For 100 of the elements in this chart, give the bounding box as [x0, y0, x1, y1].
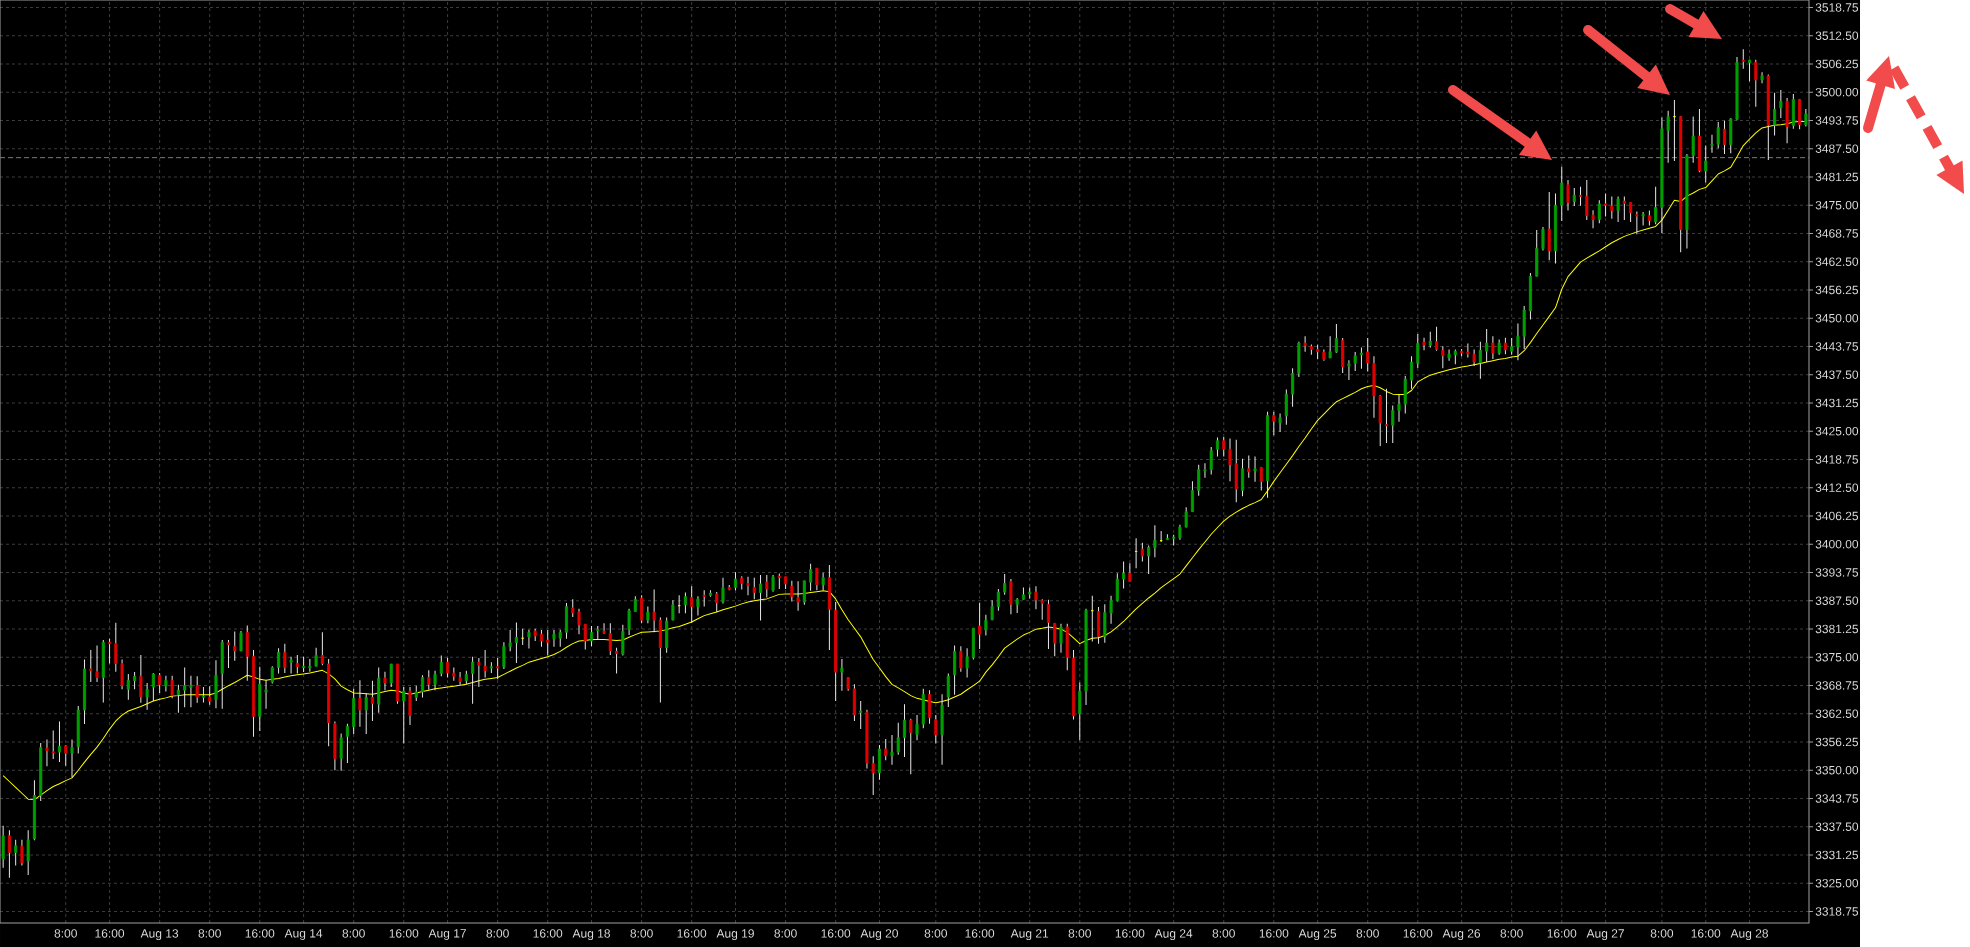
- candlestick: [502, 641, 506, 670]
- candlestick: [652, 588, 656, 633]
- candlestick: [1059, 623, 1063, 654]
- candlestick: [1209, 446, 1213, 476]
- candlestick: [1635, 211, 1639, 235]
- x-tick-label: 8:00: [630, 929, 653, 938]
- candlestick: [759, 574, 763, 622]
- candlestick: [383, 671, 387, 691]
- candlestick: [339, 733, 343, 772]
- x-tick-label: Aug 25: [1298, 929, 1337, 941]
- candlestick: [1272, 411, 1276, 436]
- candlestick: [765, 574, 769, 599]
- candlestick: [1034, 585, 1038, 610]
- candlestick: [126, 673, 130, 701]
- candlestick: [1716, 121, 1720, 149]
- x-tick-label: 16:00: [677, 929, 707, 938]
- candlestick: [746, 576, 750, 596]
- candlestick: [871, 755, 875, 796]
- y-tick-label: 3468.75: [1815, 229, 1859, 238]
- candlestick: [1741, 48, 1745, 70]
- y-tick-label: 3318.75: [1815, 907, 1859, 916]
- candlestick: [608, 622, 612, 656]
- candlestick: [208, 685, 212, 706]
- candlestick: [552, 629, 556, 648]
- x-tick-label: 16:00: [389, 929, 419, 938]
- candlestick: [915, 714, 919, 741]
- candlestick: [1115, 572, 1119, 603]
- candlestick: [815, 567, 819, 591]
- candlestick: [1710, 134, 1714, 154]
- y-tick-label: 3481.25: [1815, 172, 1859, 182]
- x-tick-label: 16:00: [533, 929, 563, 938]
- candlestick: [627, 608, 631, 636]
- x-tick-label: 8:00: [1068, 929, 1091, 938]
- candlestick: [264, 679, 268, 710]
- candlestick: [1140, 542, 1144, 562]
- x-tick-label: 16:00: [1115, 929, 1145, 938]
- candlestick: [1397, 394, 1401, 423]
- y-tick-label: 3475.00: [1815, 200, 1859, 210]
- x-tick-label: 16:00: [1547, 929, 1577, 938]
- candlestick: [1629, 201, 1633, 223]
- candlestick: [195, 675, 199, 704]
- candlestick: [345, 723, 349, 764]
- y-tick-label: 3362.50: [1815, 709, 1859, 718]
- candlestick: [1253, 456, 1257, 483]
- candlestick: [158, 672, 162, 694]
- y-tick-label: 3337.50: [1815, 822, 1859, 831]
- candlestick: [702, 589, 706, 608]
- candlestick: [1197, 464, 1201, 497]
- candlestick: [1485, 328, 1489, 363]
- candlestick: [358, 679, 362, 728]
- x-tick-label: Aug 19: [716, 929, 754, 941]
- candlestick: [1053, 622, 1057, 657]
- y-tick-label: 3387.50: [1815, 596, 1859, 605]
- candlestick: [683, 592, 687, 614]
- y-tick-label: 3375.00: [1815, 652, 1859, 662]
- candlestick: [1547, 191, 1551, 261]
- candlestick: [1040, 598, 1044, 621]
- x-tick-label: Aug 14: [284, 929, 323, 940]
- candlestick: [1122, 560, 1126, 589]
- candlestick: [1579, 186, 1583, 207]
- candlestick: [640, 594, 644, 624]
- candlestick: [1109, 595, 1113, 625]
- candlestick: [546, 629, 550, 656]
- candlestick: [471, 656, 475, 705]
- candlestick: [1722, 120, 1727, 155]
- candlestick: [183, 667, 187, 708]
- candlestick: [1215, 437, 1219, 458]
- candlestick: [909, 718, 913, 775]
- candlestick: [320, 631, 324, 666]
- candlestick: [139, 654, 143, 704]
- candlestick: [1654, 186, 1658, 225]
- candlestick: [802, 580, 806, 606]
- candlestick: [1284, 389, 1288, 426]
- candlestick: [1203, 462, 1207, 479]
- x-tick-label: 8:00: [1500, 929, 1523, 938]
- candlestick: [70, 738, 74, 778]
- candlestick: [45, 738, 49, 767]
- x-tick-label: Aug 13: [140, 929, 179, 941]
- y-tick-label: 3437.50: [1815, 370, 1859, 379]
- y-tick-label: 3425.00: [1815, 426, 1859, 436]
- candlestick: [1153, 524, 1157, 558]
- candlestick: [934, 714, 938, 745]
- candlestick: [245, 625, 249, 682]
- candlestick: [671, 599, 675, 621]
- candlestick: [1572, 187, 1576, 207]
- candlestick: [690, 585, 694, 624]
- candlestick: [1447, 348, 1451, 362]
- x-tick-label: 8:00: [924, 929, 948, 938]
- candlestick: [1366, 337, 1370, 373]
- x-tick-label: 16:00: [95, 929, 125, 938]
- candlestick: [1610, 196, 1614, 220]
- candlestick: [527, 629, 531, 650]
- y-tick-label: 3400.00: [1815, 539, 1859, 549]
- candlestick: [483, 649, 487, 679]
- candlestick: [57, 720, 62, 763]
- candlestick: [1754, 59, 1758, 108]
- candlestick: [189, 675, 193, 708]
- candlestick: [1328, 335, 1332, 359]
- y-tick-label: 3431.25: [1815, 398, 1859, 408]
- candlestick: [233, 630, 237, 662]
